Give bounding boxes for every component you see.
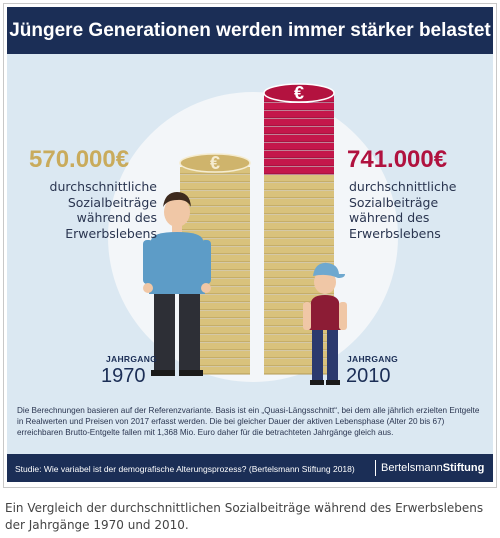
description-1970: durchschnittliche Sozialbeiträge während…: [49, 179, 157, 241]
year-1970: 1970: [101, 365, 146, 387]
infographic-panel: € € 57: [7, 54, 493, 454]
year-2010: 2010: [346, 365, 391, 387]
study-reference: Studie: Wie variabel ist der demografisc…: [15, 464, 355, 474]
man-figure: [143, 192, 211, 376]
illustration: € €: [143, 83, 347, 385]
svg-text:€: €: [210, 153, 220, 173]
footer-divider: [375, 460, 376, 476]
amount-2010: 741.000€: [347, 146, 448, 173]
jahrgang-label-2010: JAHRGANG: [347, 354, 399, 364]
infographic-title: Jüngere Generationen werden immer stärke…: [7, 7, 493, 54]
boy-figure: [303, 262, 347, 385]
svg-text:€: €: [294, 83, 304, 103]
methodology-notes: Die Berechnungen basieren auf der Refere…: [17, 406, 480, 437]
bertelsmann-logo: BertelsmannStiftung: [381, 462, 485, 474]
image-caption: Ein Vergleich der durchschnittlichen Soz…: [5, 501, 484, 532]
gold-coin-stack: €: [179, 153, 251, 375]
source-footer: Studie: Wie variabel ist der demografisc…: [7, 454, 493, 482]
jahrgang-label-1970: JAHRGANG: [106, 354, 158, 364]
amount-1970: 570.000€: [29, 146, 130, 173]
description-2010: durchschnittliche Sozialbeiträge während…: [349, 179, 457, 241]
red-gold-coin-stack: €: [263, 83, 335, 375]
